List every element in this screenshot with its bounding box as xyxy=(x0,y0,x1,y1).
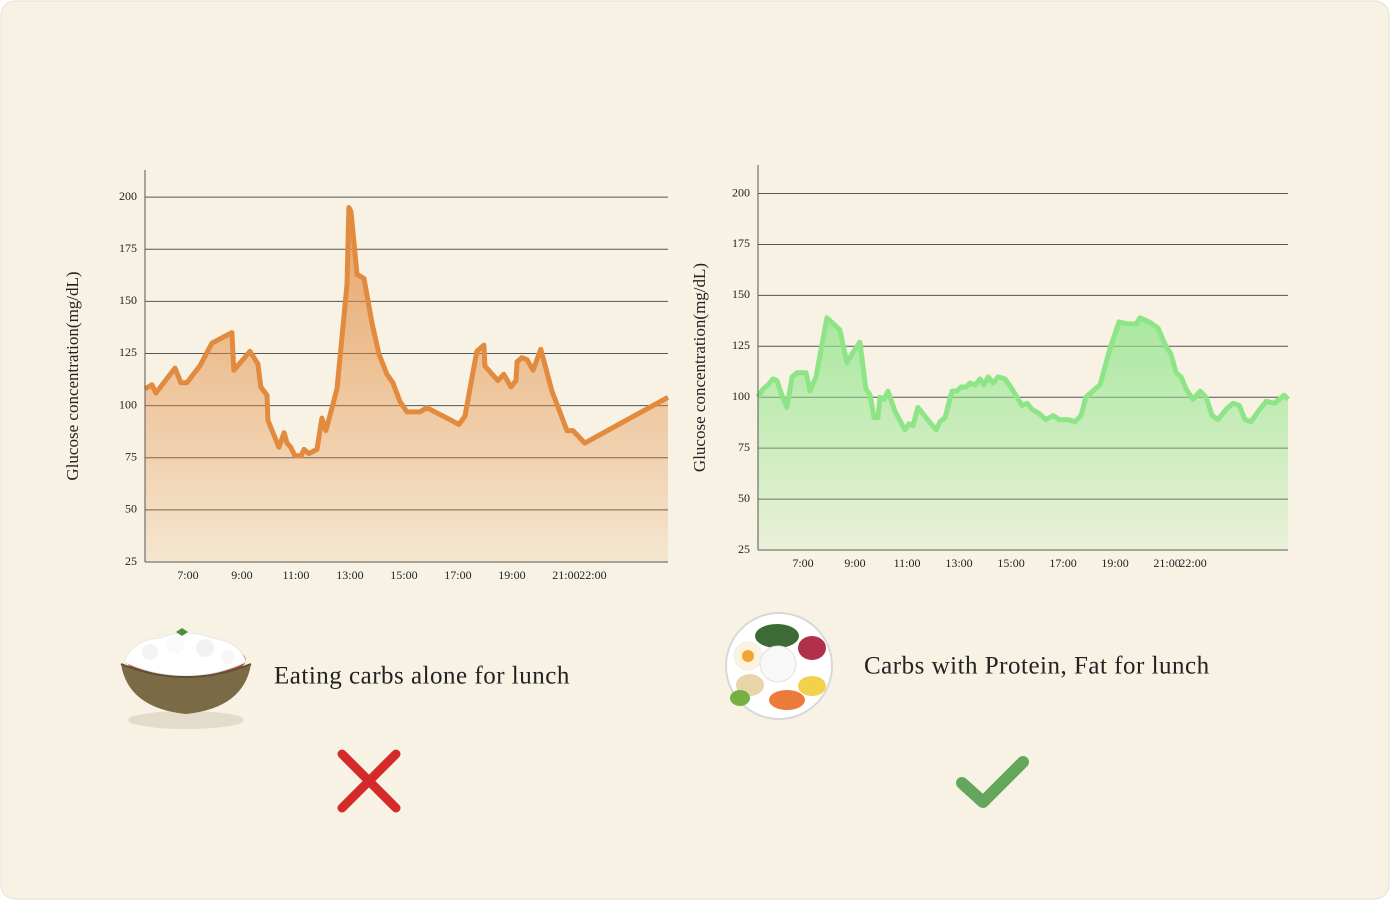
y-tick-label: 75 xyxy=(125,449,137,463)
x-tick-label: 19:00 xyxy=(498,568,525,582)
y-tick-label: 50 xyxy=(738,491,750,505)
x-tick-label: 13:00 xyxy=(336,568,363,582)
salad-plate-icon xyxy=(725,612,833,720)
y-tick-label: 25 xyxy=(738,542,750,556)
glucose-line xyxy=(755,315,1290,433)
glucose-line xyxy=(143,205,670,459)
y-tick-label: 125 xyxy=(119,345,137,359)
y-axis-label: Glucose concentration(mg/dL) xyxy=(690,263,709,472)
y-tick-label: 25 xyxy=(125,554,137,568)
y-tick-label: 200 xyxy=(119,189,137,203)
y-tick-label: 100 xyxy=(732,389,750,403)
check-icon xyxy=(956,756,1029,808)
x-tick-label: 22:00 xyxy=(1179,556,1206,570)
x-tick-label: 7:00 xyxy=(177,568,198,582)
x-tick-label: 9:00 xyxy=(844,556,865,570)
caption: Carbs with Protein, Fat for lunch xyxy=(864,653,1210,680)
x-tick-label: 19:00 xyxy=(1101,556,1128,570)
x-tick-label: 21:00 xyxy=(552,568,579,582)
x-tick-label: 21:00 xyxy=(1153,556,1180,570)
x-tick-label: 7:00 xyxy=(792,556,813,570)
y-tick-label: 150 xyxy=(732,287,750,301)
y-tick-label: 100 xyxy=(119,397,137,411)
x-tick-label: 22:00 xyxy=(579,568,606,582)
x-tick-label: 11:00 xyxy=(894,556,921,570)
y-tick-label: 150 xyxy=(119,293,137,307)
y-tick-label: 200 xyxy=(732,185,750,199)
area-fill xyxy=(758,317,1288,550)
x-tick-label: 15:00 xyxy=(390,568,417,582)
y-tick-label: 125 xyxy=(732,338,750,352)
x-tick-label: 15:00 xyxy=(997,556,1024,570)
cross-icon xyxy=(337,749,401,813)
y-axis-label: Glucose concentration(mg/dL) xyxy=(63,271,82,480)
caption: Eating carbs alone for lunch xyxy=(274,663,570,690)
y-tick-label: 175 xyxy=(119,241,137,255)
x-tick-label: 13:00 xyxy=(945,556,972,570)
y-tick-label: 75 xyxy=(738,440,750,454)
area-fill xyxy=(145,207,668,562)
y-tick-label: 50 xyxy=(125,502,137,516)
rice-bowl-icon xyxy=(120,628,252,729)
x-tick-label: 9:00 xyxy=(231,568,252,582)
x-tick-label: 17:00 xyxy=(1049,556,1076,570)
x-tick-label: 17:00 xyxy=(444,568,471,582)
x-tick-label: 11:00 xyxy=(282,568,309,582)
y-tick-label: 175 xyxy=(732,236,750,250)
